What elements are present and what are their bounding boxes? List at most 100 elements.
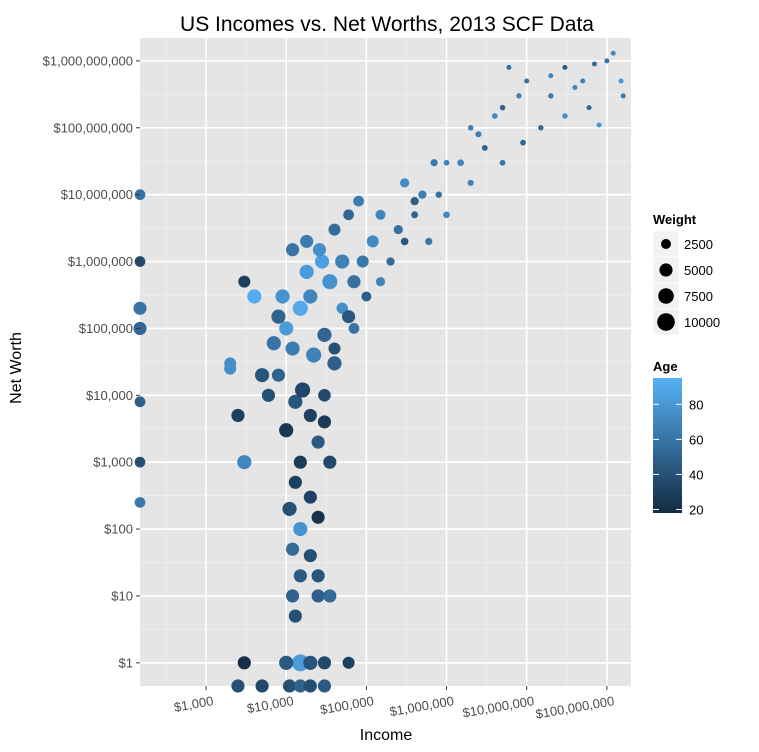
data-point xyxy=(499,104,506,111)
x-tick-label: $100,000 xyxy=(319,693,375,717)
data-point xyxy=(275,289,290,304)
data-point xyxy=(342,656,355,669)
data-point xyxy=(312,243,327,257)
color-legend-label: 80 xyxy=(689,397,703,412)
y-tick-label: $10 xyxy=(111,588,133,603)
data-point xyxy=(386,257,395,266)
data-point xyxy=(318,388,331,402)
data-point xyxy=(282,501,297,517)
color-legend-label: 40 xyxy=(689,467,703,482)
y-tick-label: $100,000 xyxy=(79,321,133,336)
data-point xyxy=(348,323,360,334)
data-point xyxy=(306,347,322,363)
data-point xyxy=(266,336,281,351)
data-point xyxy=(475,131,482,138)
color-legend-label: 20 xyxy=(689,502,703,517)
data-point xyxy=(134,497,146,508)
data-point xyxy=(562,64,568,70)
y-axis-tick-labels: $1 $10 $100 $1,000 $10,000 $100,000 $1,000,000… xyxy=(43,53,140,670)
gridlines xyxy=(140,38,631,686)
x-tick-label: $1,000,000 xyxy=(388,693,455,719)
data-point xyxy=(506,64,512,70)
data-point xyxy=(328,223,341,236)
data-point xyxy=(293,569,307,583)
data-point xyxy=(548,73,554,79)
data-point xyxy=(596,122,602,128)
data-point xyxy=(375,277,386,287)
data-point xyxy=(327,356,342,371)
data-point xyxy=(303,408,317,422)
data-point xyxy=(317,327,332,342)
size-legend-label: 5000 xyxy=(684,263,713,278)
data-point xyxy=(610,50,616,56)
size-legend-label: 10000 xyxy=(684,315,720,330)
data-point xyxy=(322,274,338,290)
data-point xyxy=(520,139,526,146)
data-point xyxy=(580,78,586,84)
data-point xyxy=(288,394,303,409)
size-legend-label: 7500 xyxy=(684,289,713,304)
data-point xyxy=(353,195,364,207)
data-point xyxy=(435,191,442,198)
y-tick-label: $10,000,000 xyxy=(61,187,133,202)
y-tick-label: $10,000 xyxy=(86,388,133,403)
data-point xyxy=(342,310,356,324)
data-point xyxy=(430,159,438,167)
age-colorbar xyxy=(653,378,682,513)
data-point xyxy=(418,190,427,199)
color-legend-label: 60 xyxy=(689,432,703,447)
data-point xyxy=(467,125,474,131)
data-point xyxy=(400,178,410,188)
size-legend: Weight 2500 5000 7500 10000 xyxy=(652,212,720,336)
data-point xyxy=(400,237,409,246)
data-point xyxy=(323,589,337,603)
data-point xyxy=(538,125,544,131)
data-point xyxy=(317,415,332,429)
data-point xyxy=(271,309,286,324)
y-tick-label: $1,000 xyxy=(93,455,133,470)
data-point xyxy=(335,254,350,269)
data-point xyxy=(491,113,498,119)
data-point xyxy=(393,225,403,235)
data-point xyxy=(317,679,332,693)
data-point xyxy=(347,275,361,289)
data-point xyxy=(293,455,307,469)
x-tick-label: $1,000 xyxy=(173,693,215,715)
data-point xyxy=(303,679,317,693)
data-point xyxy=(293,679,307,693)
data-point xyxy=(271,368,286,382)
data-point xyxy=(443,159,450,166)
chart-title: US Incomes vs. Net Worths, 2013 SCF Data xyxy=(180,13,594,36)
data-point xyxy=(261,388,276,402)
data-point xyxy=(292,300,308,316)
data-point xyxy=(303,655,318,670)
y-tick-label: $1 xyxy=(119,655,133,670)
data-point xyxy=(303,490,317,504)
data-point xyxy=(425,237,433,246)
data-point xyxy=(300,234,314,248)
size-legend-symbol xyxy=(657,313,675,331)
data-point xyxy=(237,656,251,670)
data-point xyxy=(231,679,245,693)
data-point xyxy=(323,455,337,469)
size-legend-title: Weight xyxy=(653,212,697,227)
x-tick-label: $10,000 xyxy=(246,693,295,716)
data-point xyxy=(314,254,330,269)
data-point xyxy=(311,510,325,524)
x-tick-label: $10,000,000 xyxy=(461,693,535,720)
data-point xyxy=(288,475,302,489)
data-point xyxy=(548,93,554,99)
data-point xyxy=(133,301,147,315)
data-point xyxy=(311,569,325,583)
y-tick-label: $1,000,000 xyxy=(68,254,133,269)
x-axis-title: Income xyxy=(360,727,413,744)
data-point xyxy=(410,196,419,206)
color-legend-title: Age xyxy=(653,359,678,374)
data-point xyxy=(295,382,311,398)
data-point xyxy=(328,342,341,355)
data-point xyxy=(375,209,386,220)
data-point xyxy=(279,655,294,670)
data-point xyxy=(285,243,300,257)
size-legend-symbol xyxy=(658,288,674,304)
